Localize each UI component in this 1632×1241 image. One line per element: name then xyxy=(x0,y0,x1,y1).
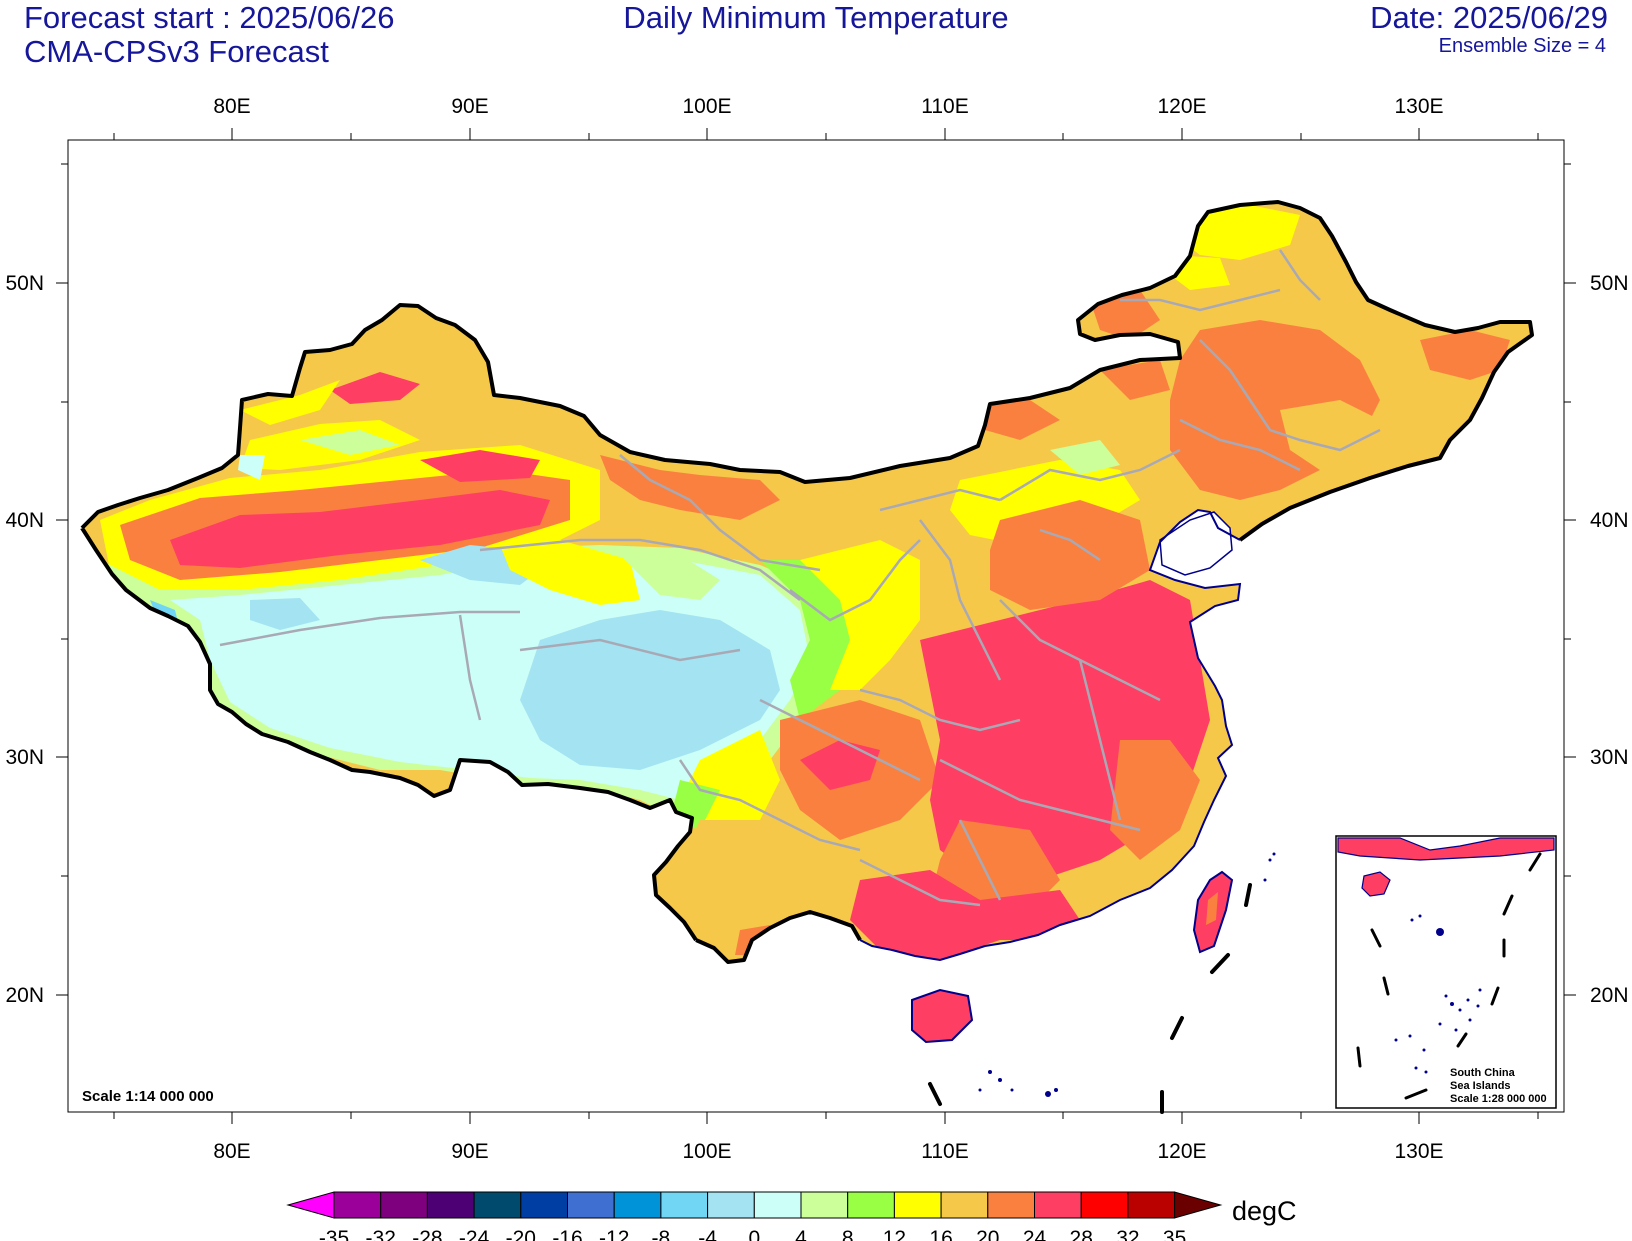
lon-label-bottom: 90E xyxy=(451,1140,488,1163)
lat-label-left: 30N xyxy=(5,746,44,769)
colorbar-swatch xyxy=(380,1191,428,1219)
colorbar-swatch xyxy=(940,1191,989,1219)
hainan-island xyxy=(911,988,974,1044)
lon-labels-bottom: 80E 90E 100E 110E 120E 130E xyxy=(213,1140,1443,1163)
ensemble-size-label: Ensemble Size = 4 xyxy=(1438,35,1606,57)
lat-label-right: 50N xyxy=(1590,272,1629,295)
colorbar-swatch xyxy=(333,1191,382,1219)
axis-ticks xyxy=(56,128,1576,1124)
colorbar-tick-label: 4 xyxy=(795,1227,807,1241)
colorbar-tick-label: 24 xyxy=(1023,1227,1047,1241)
colorbar-tick-label: -20 xyxy=(506,1227,536,1241)
colorbar-low-arrow xyxy=(286,1191,335,1219)
colorbar-swatch xyxy=(753,1191,802,1219)
colorbar-swatch xyxy=(987,1191,1035,1219)
lon-label-top: 120E xyxy=(1157,95,1206,118)
lon-label-top: 90E xyxy=(451,95,488,118)
colorbar-tick-label: 32 xyxy=(1116,1227,1139,1241)
colorbar-swatch xyxy=(1127,1191,1176,1219)
colorbar-swatch xyxy=(707,1191,755,1219)
lon-label-top: 100E xyxy=(682,95,731,118)
bohai-sea xyxy=(1159,511,1233,576)
lat-labels-left: 50N 40N 30N 20N xyxy=(5,272,44,1007)
colorbar-high-arrow xyxy=(1174,1191,1223,1219)
colorbar-swatch xyxy=(1034,1191,1082,1219)
colorbar-swatch xyxy=(847,1191,895,1219)
colorbar-tick-label: -16 xyxy=(552,1227,582,1241)
lon-labels-top: 80E 90E 100E 110E 120E 130E xyxy=(213,95,1443,118)
colorbar-tick-label: -24 xyxy=(459,1227,490,1241)
colorbar-tick-label: 16 xyxy=(929,1227,952,1241)
colorbar: -35 -32 -28 -24 -20 -16 -12 -8 -4 0 4 8 12 16 20 24 28 32… xyxy=(286,1191,1223,1241)
nine-dash-line xyxy=(928,883,1252,1114)
lon-label-bottom: 100E xyxy=(682,1140,731,1163)
lon-label-bottom: 110E xyxy=(921,1140,969,1163)
lon-label-top: 110E xyxy=(921,95,969,118)
inset-label-line2: Sea Islands xyxy=(1450,1080,1511,1092)
colorbar-swatch xyxy=(893,1191,942,1219)
colorbar-swatch xyxy=(520,1191,568,1219)
lon-label-bottom: 120E xyxy=(1157,1140,1206,1163)
colorbar-tick-label: 20 xyxy=(976,1227,999,1241)
small-islands xyxy=(978,852,1276,1097)
forecast-date-label: Date: 2025/06/29 xyxy=(1370,0,1608,35)
province-borders xyxy=(219,249,1381,907)
lat-labels-right: 50N 40N 30N 20N xyxy=(1590,272,1629,1007)
lon-label-bottom: 130E xyxy=(1394,1140,1443,1163)
inset-scale-label: Scale 1:28 000 000 xyxy=(1450,1093,1547,1105)
model-label: CMA-CPSv3 Forecast xyxy=(24,34,329,69)
colorbar-tick-label: -35 xyxy=(319,1227,349,1241)
lat-label-left: 20N xyxy=(5,984,44,1007)
colorbar-unit: degC xyxy=(1232,1196,1297,1226)
colorbar-tick-label: 28 xyxy=(1070,1227,1093,1241)
colorbar-swatch xyxy=(800,1191,849,1219)
colorbar-tick-label: 0 xyxy=(748,1227,760,1241)
lon-label-top: 130E xyxy=(1394,95,1443,118)
colorbar-swatch xyxy=(473,1191,522,1219)
lat-label-left: 40N xyxy=(5,509,44,532)
colorbar-tick-label: 8 xyxy=(842,1227,854,1241)
lon-label-top: 80E xyxy=(213,95,250,118)
colorbar-tick-label: -4 xyxy=(698,1227,717,1241)
colorbar-tick-label: -32 xyxy=(366,1227,396,1241)
coastline xyxy=(859,508,1242,962)
colorbar-swatch xyxy=(1080,1191,1129,1219)
lat-label-right: 20N xyxy=(1590,984,1629,1007)
national-border xyxy=(80,200,1534,964)
colorbar-swatch xyxy=(426,1191,475,1219)
map-title: Daily Minimum Temperature xyxy=(623,0,1009,35)
lat-label-right: 30N xyxy=(1590,746,1629,769)
colorbar-swatch xyxy=(567,1191,615,1219)
lat-label-right: 40N xyxy=(1590,509,1629,532)
forecast-start-label: Forecast start : 2025/06/26 xyxy=(24,0,395,35)
colorbar-tick-label: 12 xyxy=(883,1227,906,1241)
colorbar-tick-label: -28 xyxy=(412,1227,442,1241)
colorbar-tick-label: -8 xyxy=(652,1227,671,1241)
south-china-sea-inset: South China Sea Islands Scale 1:28 000 0… xyxy=(1335,835,1557,1109)
colorbar-tick-label: -12 xyxy=(599,1227,629,1241)
map-scale-label: Scale 1:14 000 000 xyxy=(82,1088,214,1105)
inset-label-line1: South China xyxy=(1450,1067,1516,1079)
colorbar-swatch xyxy=(660,1191,709,1219)
colorbar-swatch xyxy=(613,1191,662,1219)
lat-label-left: 50N xyxy=(5,272,44,295)
lon-label-bottom: 80E xyxy=(213,1140,250,1163)
colorbar-tick-label: 35 xyxy=(1163,1227,1186,1241)
